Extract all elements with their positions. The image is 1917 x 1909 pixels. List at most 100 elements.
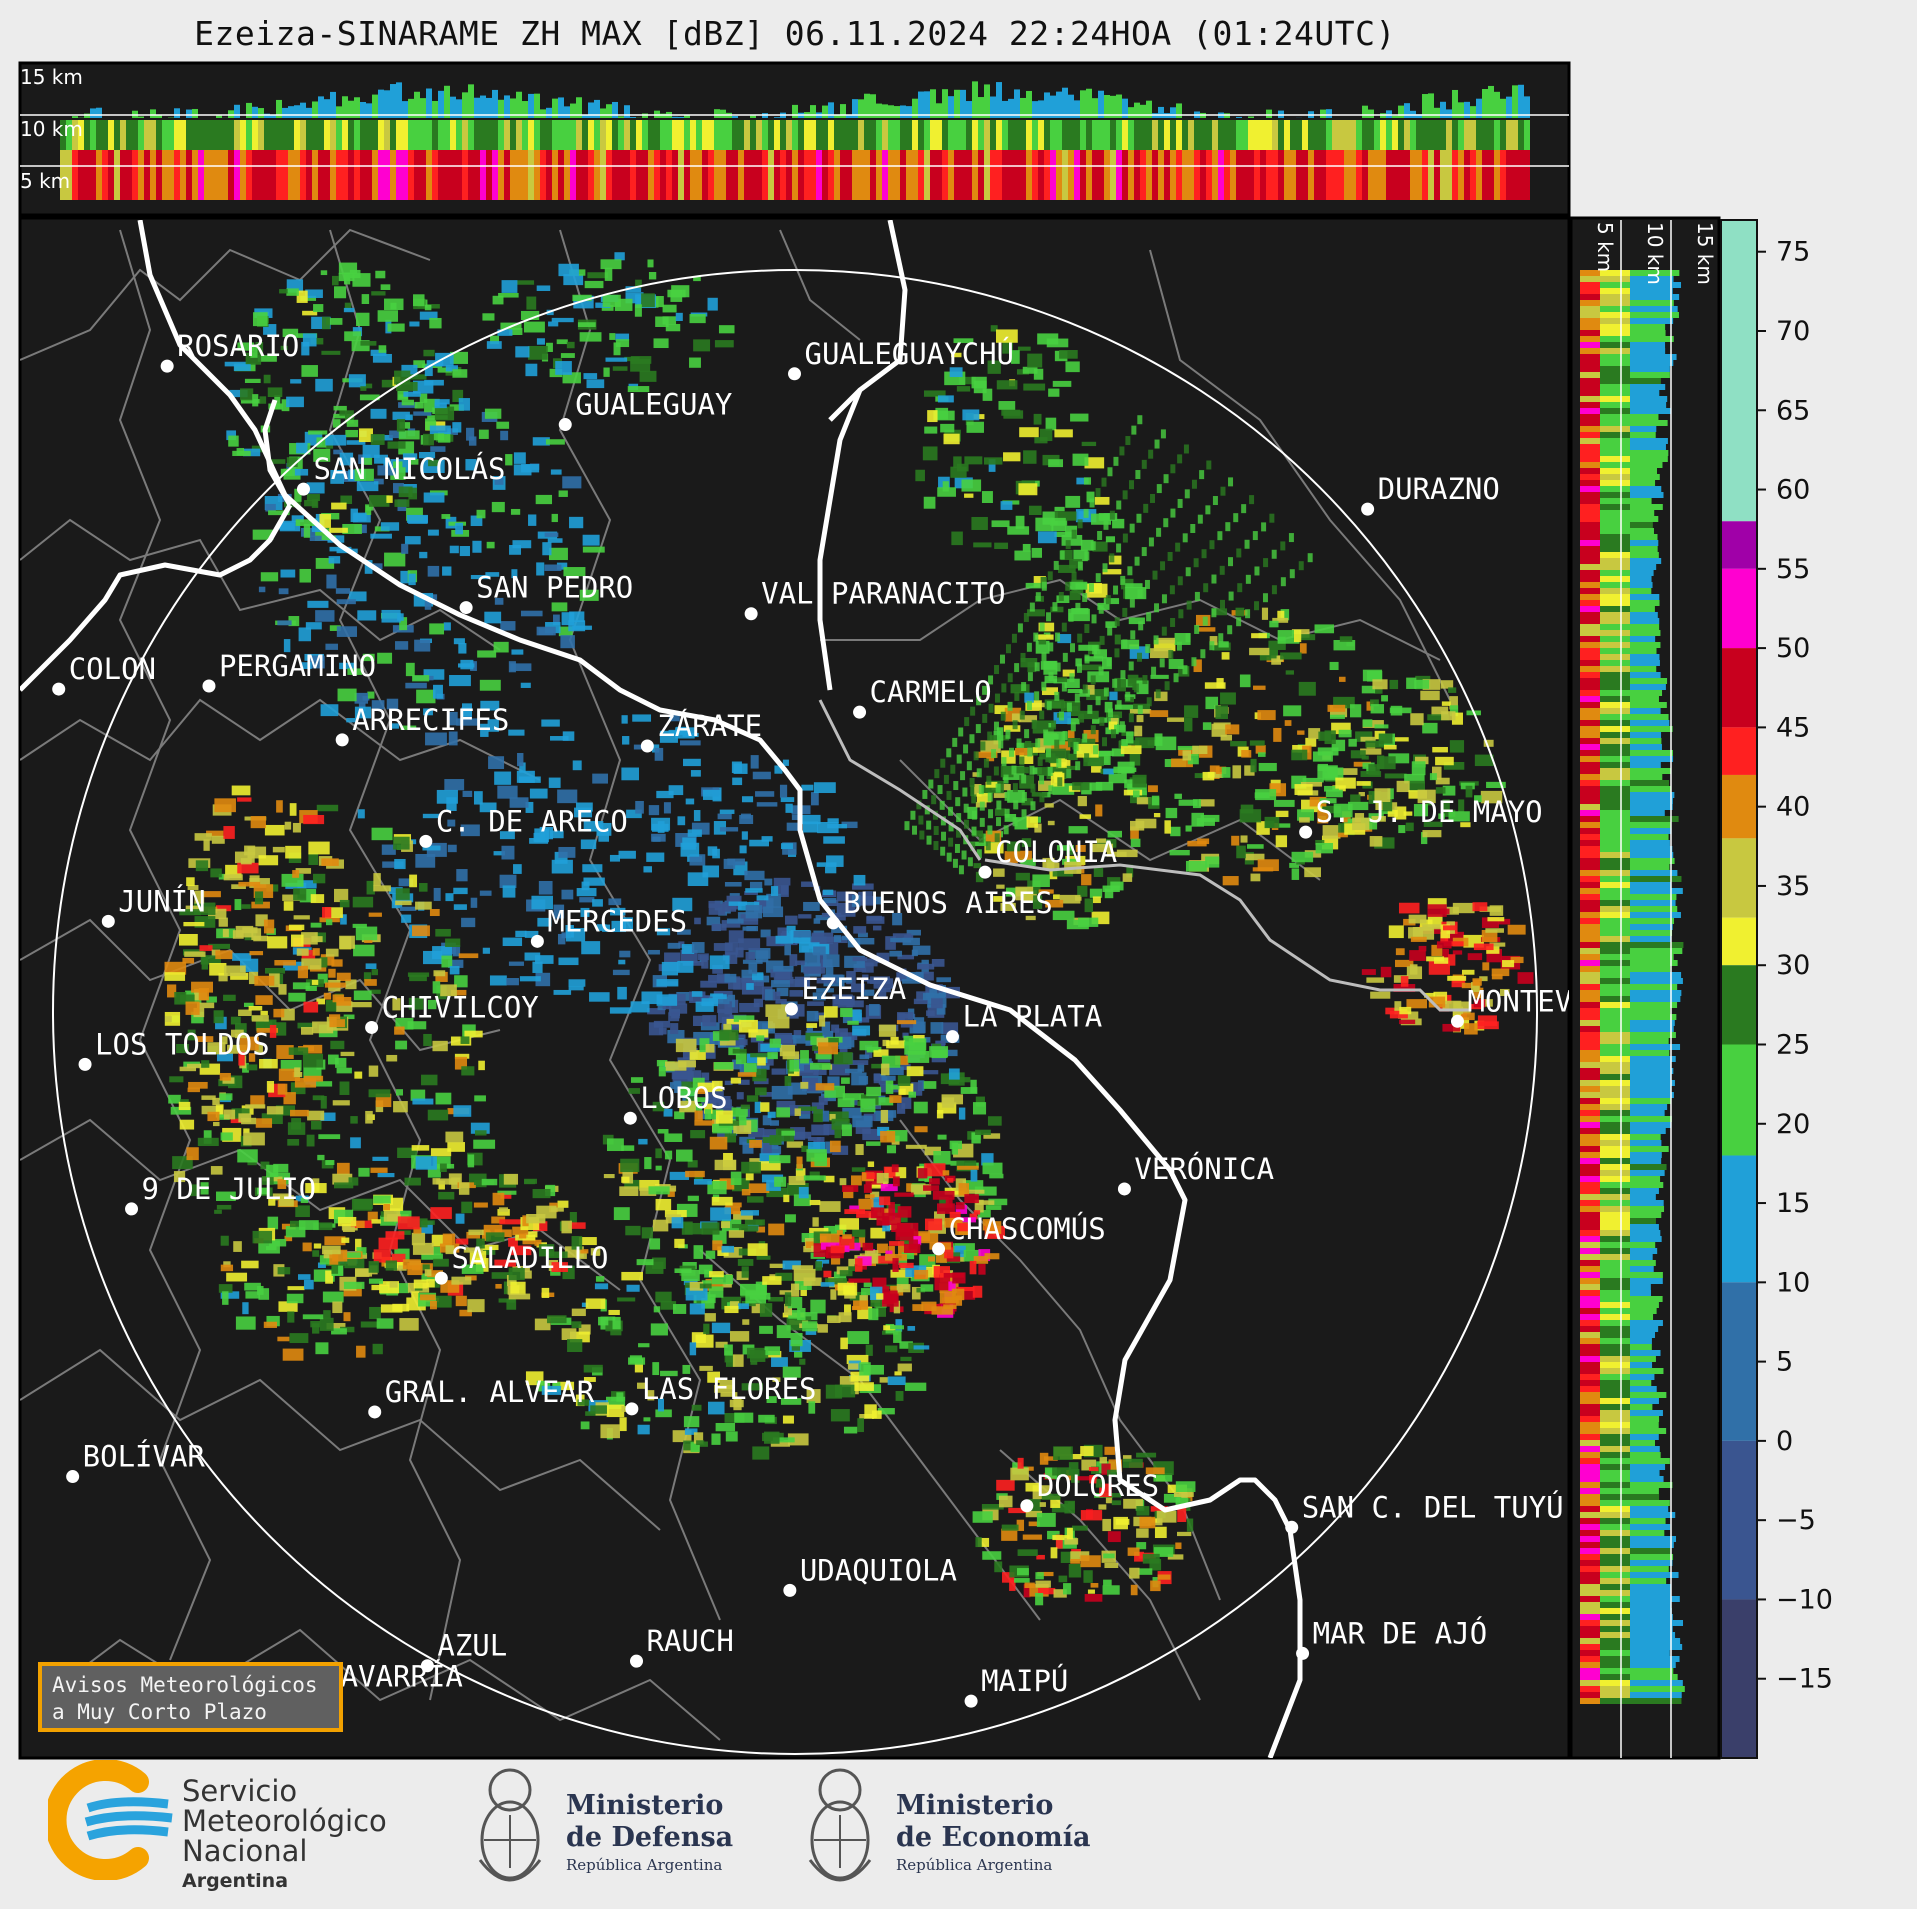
top-echo-col <box>1392 150 1398 200</box>
echo-cell <box>354 692 369 704</box>
top-echo-col <box>264 113 270 118</box>
top-echo-col <box>444 150 450 200</box>
echo-cell <box>213 1121 220 1127</box>
top-echo-col <box>408 120 414 150</box>
echo-cell <box>1120 670 1126 680</box>
echo-cell <box>1099 1456 1108 1464</box>
echo-cell <box>1084 457 1105 469</box>
echo-cell <box>986 775 992 785</box>
top-echo-col <box>540 150 546 200</box>
echo-cell <box>1094 496 1110 505</box>
right-echo-row <box>1580 390 1600 396</box>
echo-cell <box>356 1220 365 1229</box>
echo-cell <box>1024 729 1030 739</box>
echo-cell <box>581 941 601 955</box>
echo-cell <box>877 1408 895 1415</box>
echo-cell <box>461 1066 475 1076</box>
city-marker <box>1285 1520 1299 1534</box>
echo-cell <box>994 833 1000 843</box>
echo-cell <box>1056 758 1062 768</box>
echo-cell <box>962 409 980 421</box>
echo-cell <box>892 912 903 926</box>
echo-cell <box>1142 675 1148 685</box>
echo-cell <box>975 724 981 734</box>
echo-cell <box>708 1286 724 1298</box>
echo-cell <box>1417 789 1436 804</box>
top-echo-col <box>84 113 90 118</box>
echo-cell <box>1371 816 1386 822</box>
echo-cell <box>1084 654 1090 664</box>
echo-cell <box>408 997 424 1010</box>
right-echo-row <box>1630 312 1679 318</box>
echo-cell <box>1021 809 1027 819</box>
echo-cell <box>1099 635 1105 645</box>
echo-cell <box>976 849 982 859</box>
echo-cell <box>571 1308 586 1317</box>
top-echo-col <box>336 150 342 200</box>
echo-cell <box>1438 813 1445 819</box>
top-echo-col <box>1416 150 1422 200</box>
echo-cell <box>603 1174 615 1179</box>
echo-cell <box>901 1252 915 1260</box>
echo-cell <box>879 1377 889 1383</box>
echo-cell <box>664 1133 683 1142</box>
echo-cell <box>801 881 815 887</box>
echo-cell <box>782 1415 794 1424</box>
echo-cell <box>506 1298 517 1310</box>
echo-cell <box>667 942 681 949</box>
echo-cell <box>201 956 209 970</box>
echo-cell <box>486 541 495 549</box>
echo-cell <box>1037 333 1059 345</box>
top-echo-col <box>588 120 594 150</box>
top-echo-col <box>672 120 678 150</box>
echo-cell <box>695 1334 714 1348</box>
echo-cell <box>1108 721 1118 730</box>
echo-cell <box>315 378 333 392</box>
top-echo-col <box>1260 150 1266 200</box>
top-echo-col <box>336 106 342 118</box>
echo-cell <box>1337 832 1348 838</box>
echo-cell <box>233 364 251 371</box>
echo-cell <box>732 1059 742 1070</box>
echo-cell <box>850 983 865 993</box>
echo-cell <box>902 1032 909 1038</box>
echo-cell <box>715 1106 734 1113</box>
echo-cell <box>687 1070 702 1083</box>
echo-cell <box>458 643 467 654</box>
echo-cell <box>970 1079 977 1093</box>
echo-cell <box>1032 767 1042 775</box>
right-echo-row <box>1600 384 1630 390</box>
top-echo-col <box>1422 120 1428 150</box>
top-echo-col <box>996 150 1002 200</box>
echo-cell <box>1031 719 1037 729</box>
top-echo-col <box>420 150 426 200</box>
echo-cell <box>1280 609 1290 621</box>
top-echo-col <box>1194 150 1200 200</box>
top-echo-col <box>426 88 432 118</box>
echo-cell <box>1193 659 1202 673</box>
echo-cell <box>219 1036 228 1045</box>
echo-cell <box>1064 750 1070 760</box>
top-echo-col <box>1158 150 1164 200</box>
echo-cell <box>787 1296 803 1309</box>
echo-cell <box>1062 652 1068 662</box>
echo-cell <box>502 937 523 947</box>
echo-cell <box>923 1081 937 1089</box>
echo-cell <box>767 1052 778 1060</box>
echo-cell <box>924 1218 943 1231</box>
echo-cell <box>371 291 386 296</box>
top-echo-col <box>672 150 678 200</box>
city-marker <box>932 1242 946 1256</box>
echo-cell <box>186 877 195 887</box>
echo-cell <box>370 349 387 356</box>
echo-cell <box>733 1015 755 1022</box>
echo-cell <box>1395 959 1414 968</box>
echo-cell <box>1461 969 1475 975</box>
echo-cell <box>296 948 309 956</box>
echo-cell <box>1029 602 1035 612</box>
top-echo-col <box>1164 120 1170 150</box>
echo-cell <box>1372 679 1388 690</box>
echo-cell <box>780 843 793 850</box>
right-echo-row <box>1580 276 1600 282</box>
echo-cell <box>890 1269 912 1278</box>
